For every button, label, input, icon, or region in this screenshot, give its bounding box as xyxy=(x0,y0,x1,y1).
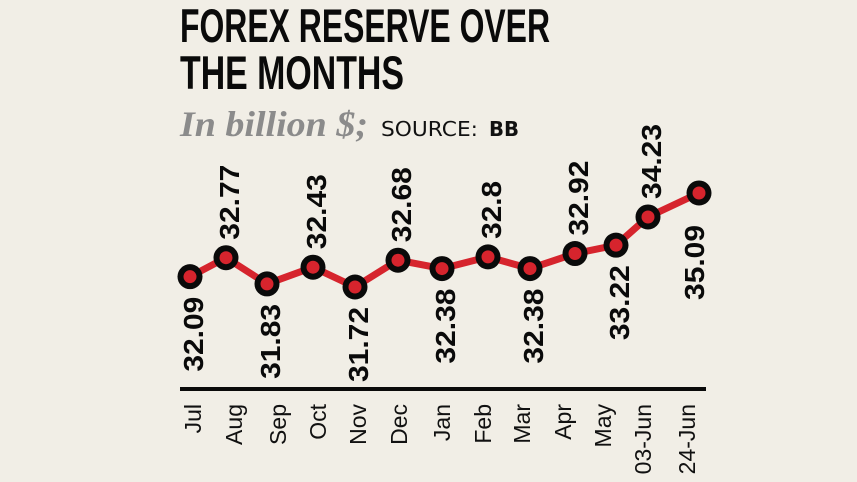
value-label: 32.43 xyxy=(301,174,332,249)
marker-dot-icon xyxy=(568,247,582,261)
marker-dot-icon xyxy=(348,280,362,294)
x-axis-tick-label: Feb xyxy=(470,404,496,444)
marker-dot-icon xyxy=(641,210,655,224)
value-label: 31.83 xyxy=(255,304,286,379)
x-axis-tick-label: Apr xyxy=(550,404,576,440)
chart-title-line-2: THE MONTHS xyxy=(180,46,404,99)
plot-area: 32.09 Jul 32.77 Aug 31.83 Sep 32.43 Oct 31.72 Nov… xyxy=(177,124,712,474)
marker-dot-icon xyxy=(391,253,405,267)
value-label: 33.22 xyxy=(604,265,635,340)
x-axis-tick-label: Jul xyxy=(180,404,206,433)
data-point xyxy=(429,256,455,282)
data-point xyxy=(213,245,239,271)
x-axis-tick-label: Dec xyxy=(386,404,412,445)
value-label: 32.8 xyxy=(476,181,507,239)
value-label: 32.38 xyxy=(430,289,461,364)
x-axis-tick-label: Sep xyxy=(265,404,291,445)
value-label: 32.09 xyxy=(178,297,209,372)
value-label: 34.23 xyxy=(636,124,667,199)
source-prefix: SOURCE: xyxy=(381,117,478,141)
x-axis-tick-label: Aug xyxy=(221,404,247,445)
marker-dot-icon xyxy=(692,186,706,200)
marker-dot-icon xyxy=(219,251,233,265)
x-axis-tick-label: Jan xyxy=(429,404,455,441)
data-point xyxy=(254,271,280,297)
unit-label: In billion $; xyxy=(179,104,368,144)
marker-dot-icon xyxy=(183,270,197,284)
x-axis-tick-label: Mar xyxy=(509,404,535,444)
value-label: 35.09 xyxy=(679,225,710,300)
data-point xyxy=(385,247,411,273)
data-point xyxy=(300,254,326,280)
marker-dot-icon xyxy=(260,277,274,291)
value-label: 32.77 xyxy=(214,165,245,240)
value-label: 32.92 xyxy=(563,161,594,236)
data-point xyxy=(603,232,629,258)
value-label: 32.68 xyxy=(386,167,417,242)
data-point xyxy=(475,244,501,270)
source-name: BB xyxy=(489,117,519,141)
x-axis-tick-label: May xyxy=(590,404,616,448)
x-axis-tick-label: 24-Jun xyxy=(674,404,700,474)
marker-dot-icon xyxy=(481,250,495,264)
marker-dot-icon xyxy=(523,262,537,276)
data-point xyxy=(177,264,203,290)
data-point xyxy=(686,180,712,206)
data-point xyxy=(635,204,661,230)
marker-dot-icon xyxy=(306,260,320,274)
marker-dot-icon xyxy=(435,262,449,276)
x-axis-tick-label: 03-Jun xyxy=(630,404,656,474)
marker-dot-icon xyxy=(609,238,623,252)
data-point xyxy=(342,274,368,300)
data-point xyxy=(562,241,588,267)
value-label: 31.72 xyxy=(343,307,374,382)
x-axis-tick-label: Oct xyxy=(305,403,331,439)
chart-title-line-1: FOREX RESERVE OVER xyxy=(180,0,550,52)
x-axis-tick-label: Nov xyxy=(345,404,371,445)
value-label: 32.38 xyxy=(518,289,549,364)
data-point xyxy=(517,256,543,282)
